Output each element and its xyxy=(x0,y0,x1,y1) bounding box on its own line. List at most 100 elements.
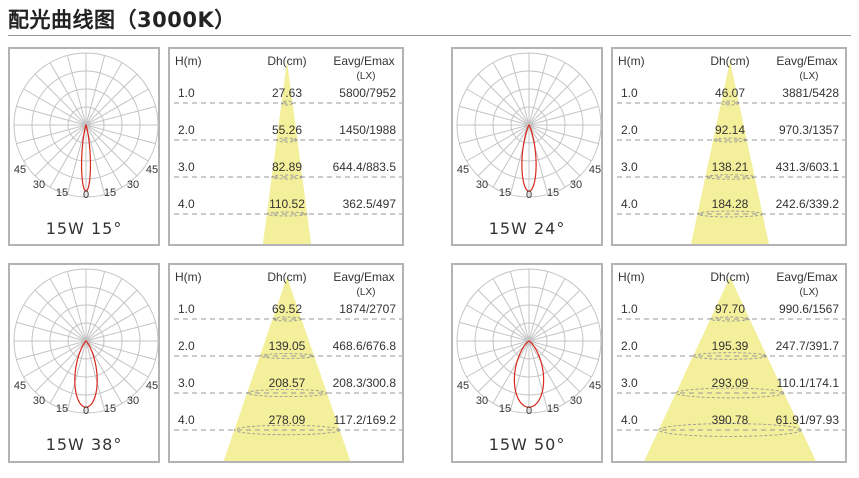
row-diameter: 27.63 xyxy=(272,86,302,100)
beam-ellipse xyxy=(658,423,802,437)
polar-tick-label: 45 xyxy=(457,164,469,176)
polar-tick-label: 30 xyxy=(476,395,488,407)
polar-tick-label: 45 xyxy=(589,380,601,392)
row-illuminance: 990.6/1567 xyxy=(779,302,839,316)
beam-ellipse xyxy=(697,210,763,218)
row-illuminance: 242.6/339.2 xyxy=(776,197,840,211)
beam-ellipse xyxy=(712,137,748,143)
illuminance-table: H(m) Dh(cm) Eavg/Emax (LX) 1.0 27.63 5800/7952… xyxy=(174,54,402,244)
illuminance-table: H(m) Dh(cm) Eavg/Emax (LX) 1.0 97.70 990.6/156… xyxy=(617,270,845,461)
row-height: 2.0 xyxy=(621,123,638,137)
polar-tick-label: 15 xyxy=(547,187,559,199)
row-diameter: 208.57 xyxy=(269,376,306,390)
polar-box-24: 45 30 15 0 15 30 45 15W 24° xyxy=(451,47,603,246)
row-diameter: 184.28 xyxy=(712,197,749,211)
beam-ellipse xyxy=(709,316,751,322)
polar-box-38: 45 30 15 0 15 30 45 15W 38° xyxy=(8,263,160,463)
row-height: 3.0 xyxy=(178,376,195,390)
polar-chart: 45 30 15 0 15 30 45 xyxy=(456,268,602,417)
polar-tick-label: 15 xyxy=(104,403,116,415)
polar-chart: 45 30 15 0 15 30 45 xyxy=(456,52,602,201)
polar-tick-label: 0 xyxy=(526,189,532,201)
row-height: 3.0 xyxy=(621,160,638,174)
polar-tick-label: 45 xyxy=(589,164,601,176)
row-illuminance: 431.3/603.1 xyxy=(776,160,840,174)
row-height: 4.0 xyxy=(621,197,638,211)
beam-ellipse xyxy=(675,387,785,399)
column-header-h: H(m) xyxy=(175,270,202,284)
row-diameter: 69.52 xyxy=(272,302,302,316)
title-divider xyxy=(8,35,851,36)
light-distribution-curve xyxy=(521,124,537,192)
row-diameter: 110.52 xyxy=(269,197,305,211)
column-header-e: Eavg/Emax xyxy=(333,54,394,68)
light-beam-cone xyxy=(691,61,769,244)
row-diameter: 293.09 xyxy=(712,376,749,390)
polar-tick-label: 0 xyxy=(526,405,532,417)
polar-tick-label: 30 xyxy=(33,395,45,407)
beam-ellipse xyxy=(271,174,303,180)
beam-ellipse xyxy=(272,316,302,322)
polar-label: 15W 50° xyxy=(488,435,566,454)
row-illuminance: 3881/5428 xyxy=(782,86,839,100)
table-box-38: H(m) Dh(cm) Eavg/Emax (LX) 1.0 69.52 1874/2707… xyxy=(168,263,404,463)
column-header-unit: (LX) xyxy=(800,71,819,82)
row-height: 3.0 xyxy=(621,376,638,390)
polar-tick-label: 15 xyxy=(56,187,68,199)
table-box-15: H(m) Dh(cm) Eavg/Emax (LX) 1.0 27.63 5800/7952… xyxy=(168,47,404,246)
row-diameter: 138.21 xyxy=(712,160,749,174)
row-diameter: 195.39 xyxy=(712,339,749,353)
polar-tick-label: 15 xyxy=(499,187,511,199)
polar-tick-label: 30 xyxy=(476,179,488,191)
polar-label: 15W 24° xyxy=(488,219,566,238)
row-illuminance: 362.5/497 xyxy=(343,197,397,211)
row-illuminance: 247.7/391.7 xyxy=(776,339,840,353)
beam-ellipse xyxy=(233,424,341,436)
light-distribution-curve xyxy=(513,340,545,408)
row-height: 1.0 xyxy=(621,86,638,100)
page-title: 配光曲线图（3000K） xyxy=(8,8,236,32)
column-header-unit: (LX) xyxy=(357,287,376,298)
light-beam-cone xyxy=(262,61,312,244)
polar-tick-label: 30 xyxy=(127,395,139,407)
beam-ellipse xyxy=(276,137,298,143)
polar-label: 15W 15° xyxy=(45,219,123,238)
light-beam-cone xyxy=(644,277,816,461)
row-illuminance: 1874/2707 xyxy=(339,302,396,316)
row-diameter: 278.09 xyxy=(269,413,306,427)
polar-tick-label: 45 xyxy=(146,164,158,176)
row-diameter: 82.89 xyxy=(272,160,302,174)
row-diameter: 46.07 xyxy=(715,86,745,100)
row-height: 4.0 xyxy=(178,413,195,427)
row-height: 2.0 xyxy=(178,339,195,353)
row-illuminance: 117.2/169.2 xyxy=(333,413,396,427)
row-illuminance: 970.3/1357 xyxy=(779,123,839,137)
polar-tick-label: 45 xyxy=(146,380,158,392)
row-illuminance: 1450/1988 xyxy=(339,123,396,137)
polar-tick-label: 15 xyxy=(547,403,559,415)
row-height: 4.0 xyxy=(621,413,638,427)
row-height: 3.0 xyxy=(178,160,195,174)
polar-tick-label: 15 xyxy=(499,403,511,415)
beam-ellipse xyxy=(246,388,328,398)
light-distribution-curve xyxy=(80,124,92,192)
row-diameter: 92.14 xyxy=(715,123,745,137)
beam-ellipse xyxy=(720,100,740,106)
polar-tick-label: 15 xyxy=(104,187,116,199)
row-height: 1.0 xyxy=(621,302,638,316)
row-diameter: 55.26 xyxy=(272,123,302,137)
column-header-unit: (LX) xyxy=(357,71,376,82)
row-height: 4.0 xyxy=(178,197,195,211)
row-illuminance: 5800/7952 xyxy=(339,86,396,100)
polar-chart: 45 30 15 0 15 30 45 xyxy=(13,268,159,417)
polar-tick-label: 30 xyxy=(127,179,139,191)
beam-ellipse xyxy=(692,352,768,360)
polar-tick-label: 30 xyxy=(570,395,582,407)
illuminance-table: H(m) Dh(cm) Eavg/Emax (LX) 1.0 69.52 1874/2707… xyxy=(174,270,402,461)
polar-box-50: 45 30 15 0 15 30 45 15W 50° xyxy=(451,263,603,463)
row-illuminance: 110.1/174.1 xyxy=(776,376,839,390)
polar-tick-label: 15 xyxy=(56,403,68,415)
illuminance-table: H(m) Dh(cm) Eavg/Emax (LX) 1.0 46.07 3881/5428… xyxy=(617,54,845,244)
polar-tick-label: 30 xyxy=(570,179,582,191)
polar-tick-label: 0 xyxy=(83,189,89,201)
